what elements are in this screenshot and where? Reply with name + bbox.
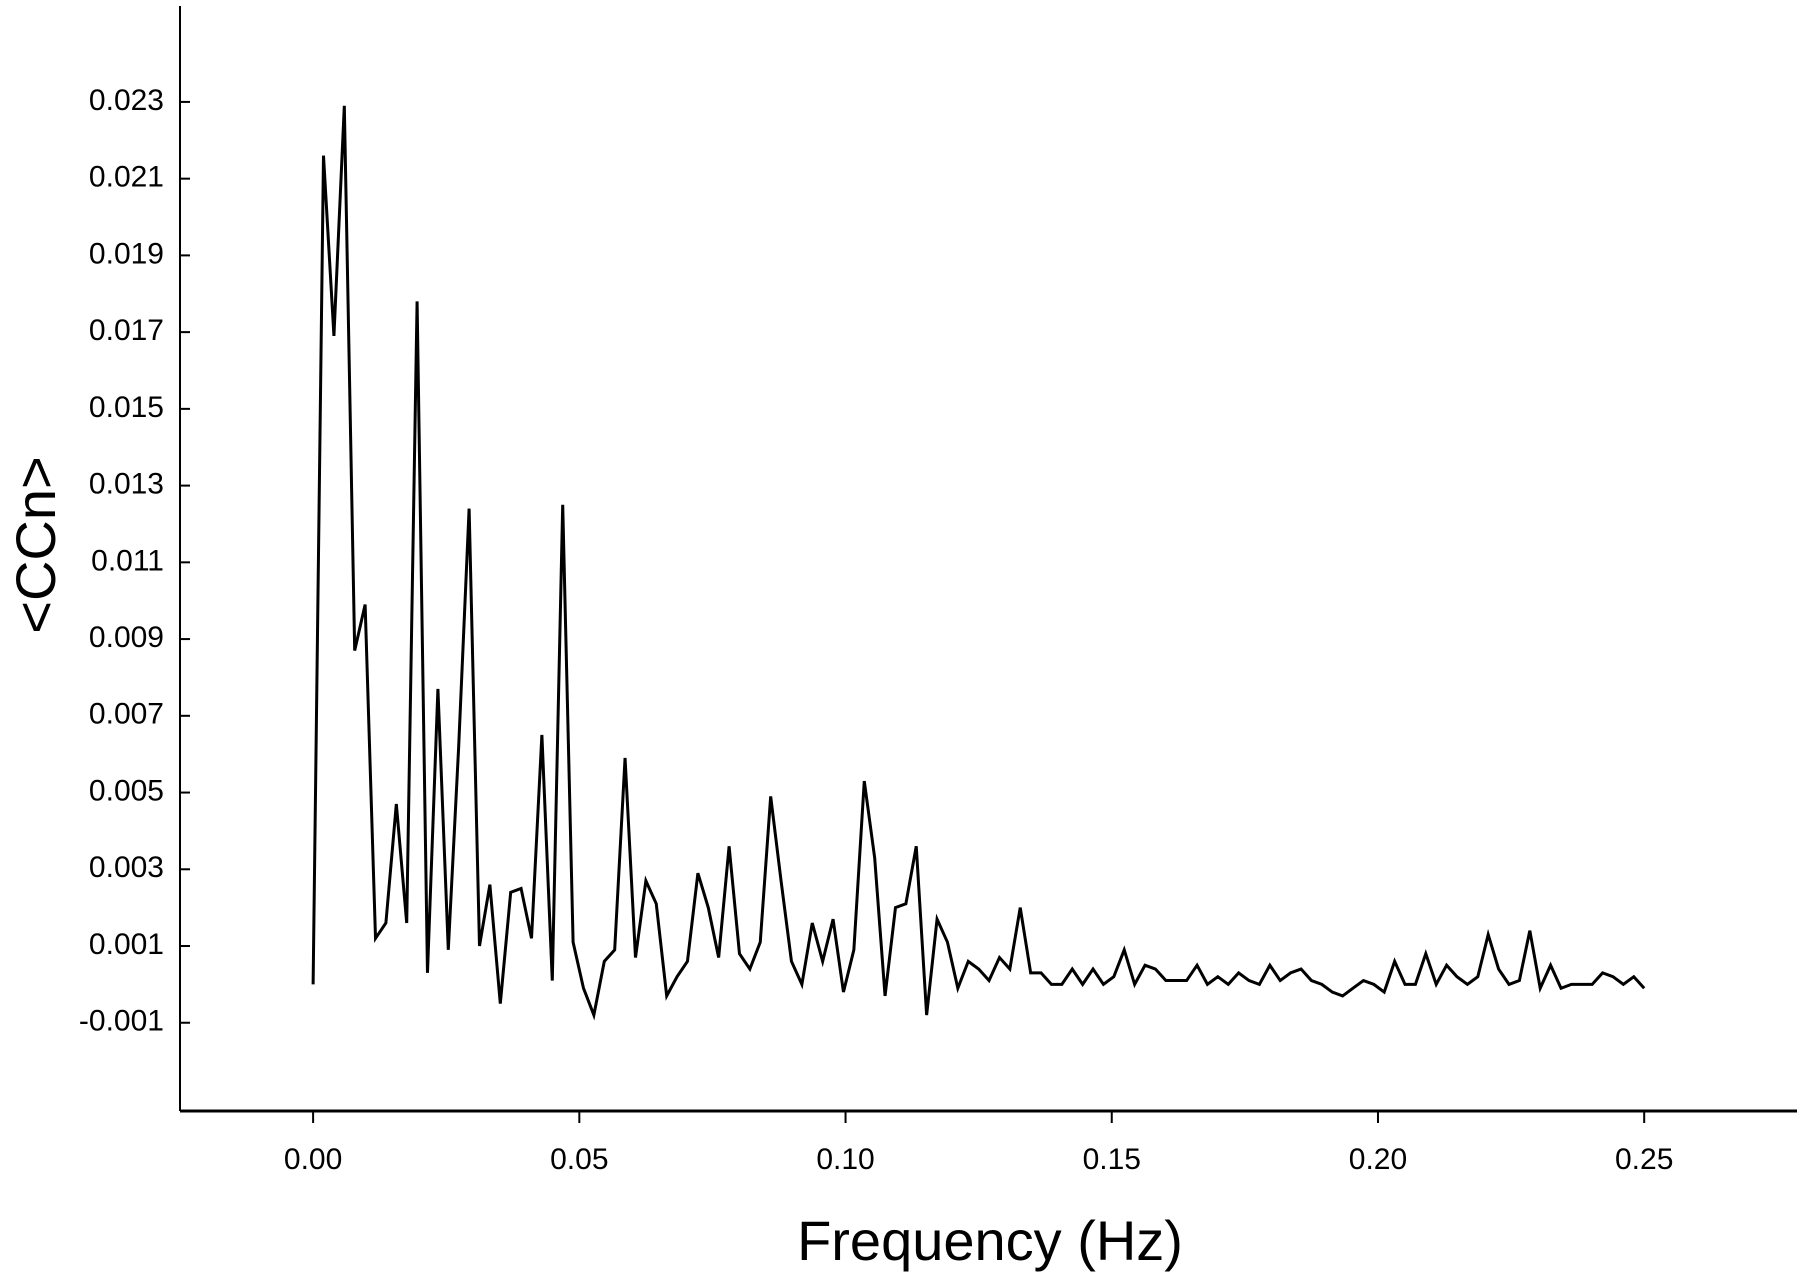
y-tick-label: 0.005 (89, 774, 164, 807)
y-tick-label: 0.011 (91, 544, 164, 577)
y-axis-title: <CCn> (4, 456, 67, 633)
y-tick-label: 0.021 (89, 161, 164, 194)
y-tick-label: 0.019 (89, 237, 164, 270)
x-tick-label: 0.10 (816, 1143, 874, 1176)
y-tick-label: 0.017 (89, 314, 164, 347)
y-tick-label: 0.009 (89, 621, 164, 654)
y-tick-label: 0.003 (89, 851, 164, 884)
y-tick-label: -0.001 (79, 1005, 164, 1038)
x-tick-label: 0.05 (550, 1143, 608, 1176)
x-tick-label: 0.15 (1083, 1143, 1141, 1176)
y-tick-label: 0.015 (89, 391, 164, 424)
y-tick-label: 0.007 (89, 698, 164, 731)
x-axis-title: Frequency (Hz) (797, 1209, 1183, 1272)
x-tick-label: 0.25 (1615, 1143, 1673, 1176)
x-tick-label: 0.00 (284, 1143, 342, 1176)
data-line (311, 105, 1646, 1021)
y-tick-label: 0.013 (89, 468, 164, 501)
x-tick-label: 0.20 (1349, 1143, 1407, 1176)
y-tick-label: 0.001 (89, 928, 164, 961)
y-tick-label: 0.023 (89, 84, 164, 117)
